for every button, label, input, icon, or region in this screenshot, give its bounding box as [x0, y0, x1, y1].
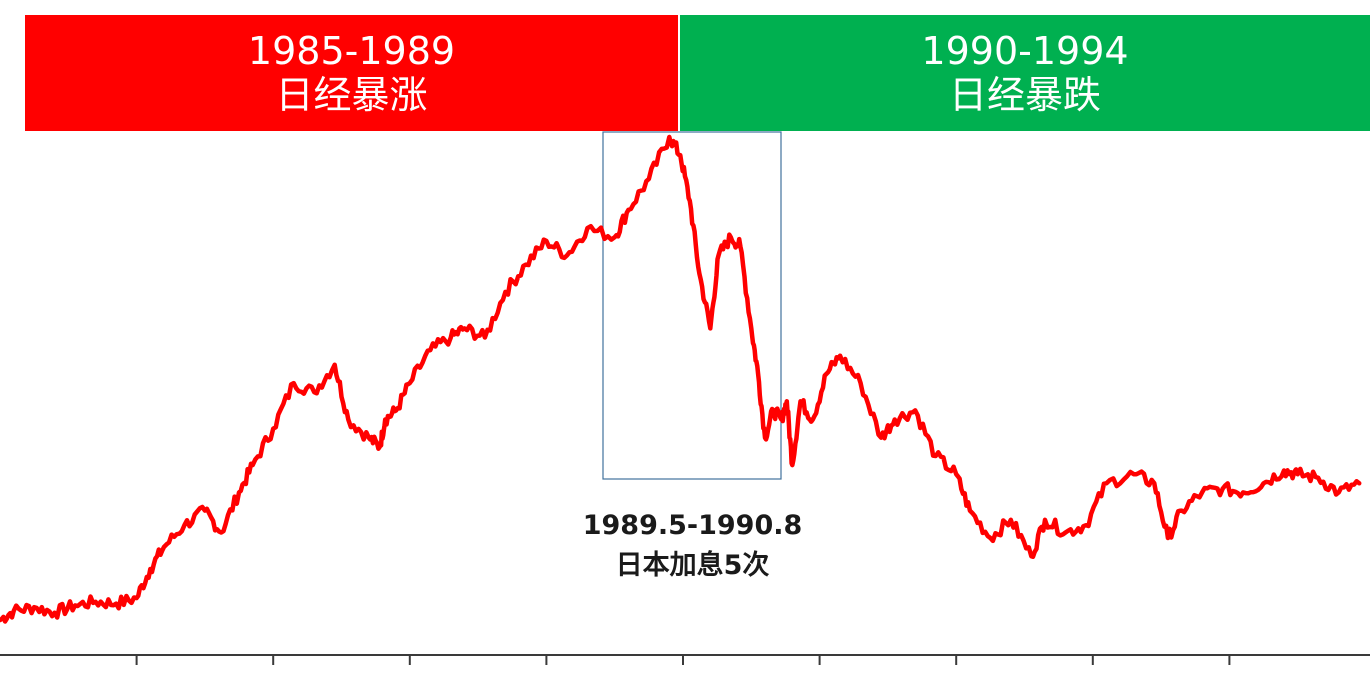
- rate-hike-annotation: 1989.5-1990.8 日本加息5次: [560, 506, 825, 586]
- nikkei-series-line: [0, 134, 1362, 624]
- rate-hike-highlight-box: [602, 131, 782, 480]
- rate-hike-period: 1989.5-1990.8: [582, 510, 803, 541]
- x-axis-ticks: [135, 655, 1231, 665]
- boom-period-banner: 1985-1989 日经暴涨: [25, 15, 678, 131]
- boom-period-years: 1985-1989: [247, 29, 456, 73]
- boom-period-label: 日经暴涨: [275, 73, 428, 117]
- rate-hike-text: 日本加息5次: [615, 550, 770, 581]
- crash-period-years: 1990-1994: [921, 29, 1129, 73]
- crash-period-banner: 1990-1994 日经暴跌: [680, 15, 1370, 131]
- crash-period-label: 日经暴跌: [948, 73, 1101, 117]
